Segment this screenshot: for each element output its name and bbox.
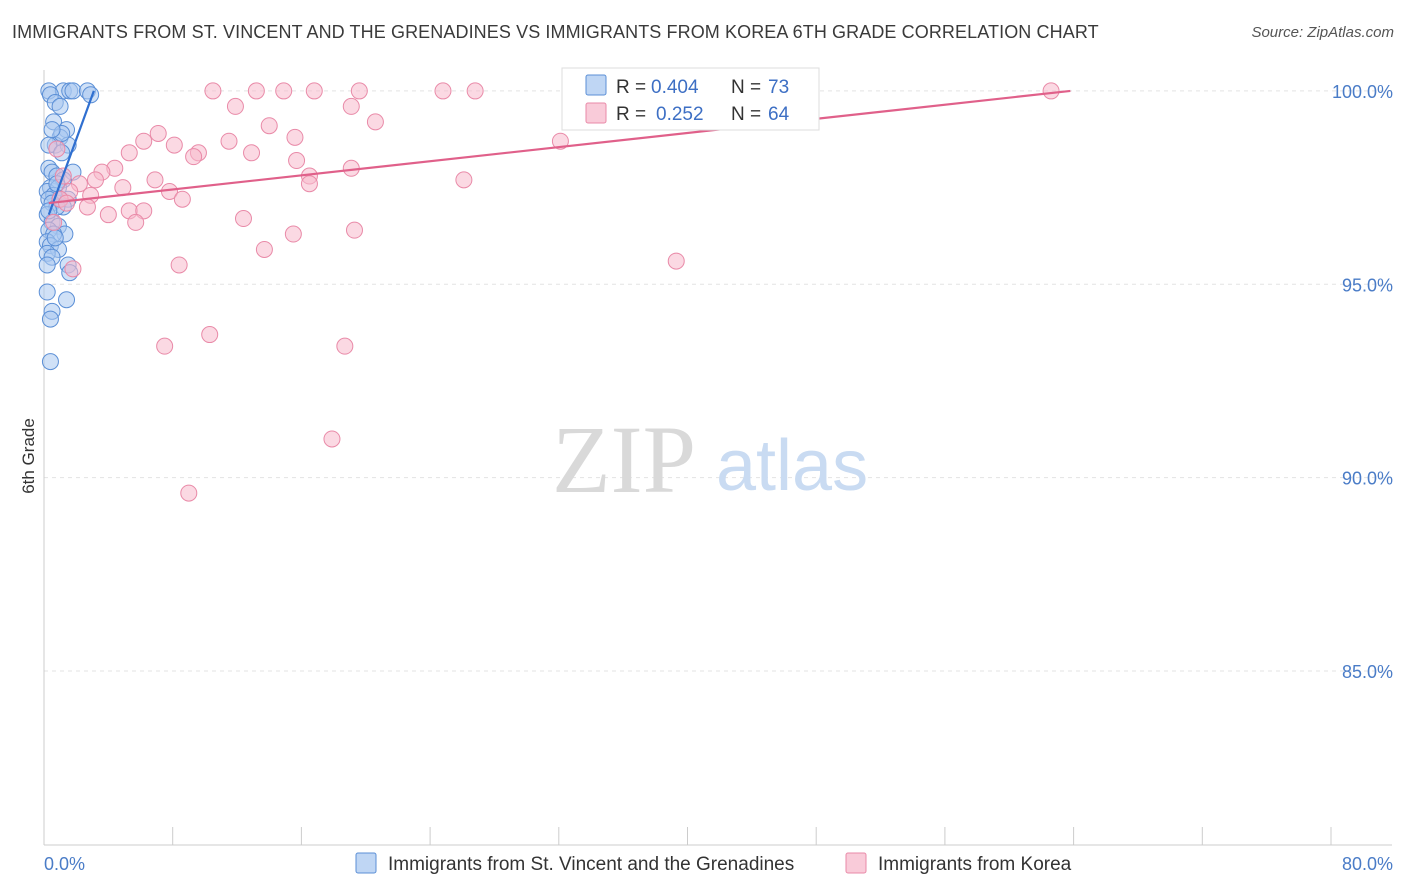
pink-point-17	[165, 136, 183, 154]
y-axis-label: 6th Grade	[19, 418, 38, 494]
series-pink-points	[45, 82, 1060, 502]
legend-label-blue: Immigrants from St. Vincent and the Gren…	[388, 854, 794, 875]
blue-point-48	[41, 353, 59, 371]
pink-point-9	[342, 97, 360, 115]
blue-point-47	[41, 310, 59, 328]
tick-labels: 85.0% 90.0% 95.0% 100.0% 0.0% 80.0%	[44, 82, 1393, 874]
legend-swatch-blue	[355, 852, 377, 874]
pink-point-53	[156, 337, 174, 355]
pink-point-4	[350, 82, 368, 100]
pink-point-0	[204, 82, 222, 100]
pink-point-16	[551, 132, 569, 150]
stats-blue-r-label: R =	[616, 77, 646, 98]
x-tick-label-0: 0.0%	[44, 854, 85, 874]
legend-swatch-pink	[845, 852, 867, 874]
pink-point-57	[48, 140, 66, 158]
pink-point-7	[1042, 82, 1060, 100]
pink-point-52	[201, 326, 219, 344]
pink-point-20	[243, 144, 261, 162]
stats-pink-r-label: R =	[616, 104, 646, 125]
blue-point-52	[46, 229, 64, 247]
trend-lines	[47, 89, 1071, 216]
y-tick-label-2: 95.0%	[1342, 275, 1393, 295]
pink-point-13	[286, 128, 304, 146]
watermark-zip: ZIP	[552, 406, 696, 513]
pink-point-8	[226, 97, 244, 115]
pink-point-22	[288, 152, 306, 170]
pink-point-41	[135, 202, 153, 220]
stats-pink-r-value: 0.252	[656, 104, 704, 125]
pink-point-39	[78, 198, 96, 216]
pink-point-54	[336, 337, 354, 355]
pink-point-46	[345, 221, 363, 239]
pink-point-21	[185, 148, 203, 166]
stats-blue-n-value: 73	[768, 77, 789, 98]
pink-point-38	[58, 194, 76, 212]
legend-label-pink: Immigrants from Korea	[878, 854, 1072, 875]
pink-point-50	[170, 256, 188, 274]
pink-point-10	[366, 113, 384, 131]
pink-point-32	[114, 179, 132, 197]
pink-point-56	[180, 484, 198, 502]
blue-point-54	[43, 121, 61, 139]
watermark: ZIP atlas	[552, 406, 868, 513]
blue-point-41	[38, 256, 56, 274]
pink-point-19	[120, 144, 138, 162]
pink-point-43	[234, 210, 252, 228]
pink-point-28	[300, 175, 318, 193]
pink-trend-line	[48, 89, 1071, 205]
pink-point-42	[99, 206, 117, 224]
stats-blue-n-label: N =	[731, 77, 761, 98]
pink-point-44	[127, 213, 145, 231]
pink-point-29	[146, 171, 164, 189]
legend: Immigrants from St. Vincent and the Gren…	[355, 852, 1072, 875]
watermark-atlas: atlas	[716, 426, 868, 506]
source-label: Source: ZipAtlas.com	[1251, 24, 1394, 41]
blue-point-3	[64, 82, 82, 100]
stats-swatch-blue	[585, 74, 607, 96]
pink-point-48	[255, 240, 273, 258]
y-tick-label-0: 85.0%	[1342, 662, 1393, 682]
pink-point-55	[323, 430, 341, 448]
pink-point-51	[64, 260, 82, 278]
pink-point-1	[247, 82, 265, 100]
pink-point-11	[260, 117, 278, 135]
blue-point-8	[51, 97, 69, 115]
pink-point-14	[220, 132, 238, 150]
pink-point-37	[173, 190, 191, 208]
pink-point-2	[275, 82, 293, 100]
blue-trend-line	[47, 90, 95, 216]
pink-point-3	[305, 82, 323, 100]
stats-pink-n-value: 64	[768, 104, 790, 125]
stats-pink-n-label: N =	[731, 104, 761, 125]
pink-point-26	[86, 171, 104, 189]
stats-box: R = 0.404 N = 73 R = 0.252 N = 64	[561, 67, 820, 131]
blue-point-45	[58, 291, 76, 309]
pink-point-49	[667, 252, 685, 270]
pink-point-30	[455, 171, 473, 189]
pink-point-12	[149, 124, 167, 142]
chart-title: IMMIGRANTS FROM ST. VINCENT AND THE GREN…	[12, 22, 1099, 42]
y-tick-label-1: 90.0%	[1342, 469, 1393, 489]
stats-blue-r-value: 0.404	[651, 77, 699, 98]
pink-point-15	[135, 132, 153, 150]
blue-point-44	[38, 283, 56, 301]
grid-lines	[44, 90, 1392, 672]
x-tick-label-1: 80.0%	[1342, 854, 1393, 874]
pink-point-47	[284, 225, 302, 243]
y-tick-label-3: 100.0%	[1332, 82, 1393, 102]
pink-point-45	[45, 213, 63, 231]
stats-swatch-pink	[585, 102, 607, 124]
pink-point-5	[434, 82, 452, 100]
pink-point-6	[466, 82, 484, 100]
axes	[43, 70, 1392, 846]
